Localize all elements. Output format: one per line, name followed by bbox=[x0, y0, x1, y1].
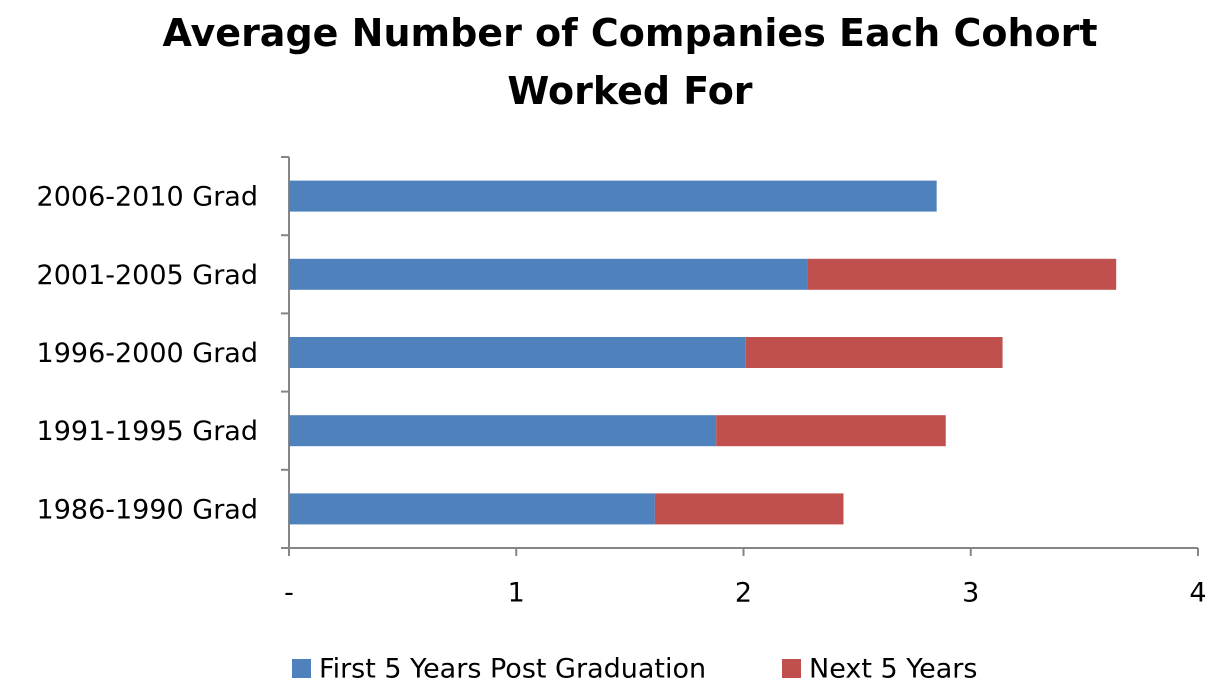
x-tick-label: 2 bbox=[735, 578, 752, 609]
x-tick-label: - bbox=[284, 578, 294, 609]
legend-label: First 5 Years Post Graduation bbox=[319, 654, 706, 685]
bar-segment bbox=[807, 258, 1117, 290]
y-tick-label: 1991-1995 Grad bbox=[37, 416, 258, 447]
bar-segment bbox=[289, 493, 655, 525]
legend-swatch bbox=[292, 659, 311, 678]
y-tick-label: 1996-2000 Grad bbox=[37, 338, 258, 369]
bar-segment bbox=[289, 180, 937, 212]
legend-label: Next 5 Years bbox=[809, 654, 977, 685]
x-tick-label: 4 bbox=[1189, 578, 1206, 609]
x-tick-label: 1 bbox=[508, 578, 525, 609]
bar-segment bbox=[716, 415, 946, 447]
chart-title: Average Number of Companies Each Cohort … bbox=[162, 11, 1098, 113]
y-tick-label: 1986-1990 Grad bbox=[37, 494, 258, 525]
bar-segment bbox=[289, 258, 808, 290]
bar-segment bbox=[654, 493, 844, 525]
bar-segment bbox=[289, 415, 717, 447]
y-tick-label: 2001-2005 Grad bbox=[37, 260, 258, 291]
x-tick-label: 3 bbox=[962, 578, 979, 609]
y-tick-label: 2006-2010 Grad bbox=[37, 182, 258, 213]
legend-swatch bbox=[782, 659, 801, 678]
bar-segment bbox=[289, 337, 746, 368]
bar-segment bbox=[745, 337, 1003, 368]
